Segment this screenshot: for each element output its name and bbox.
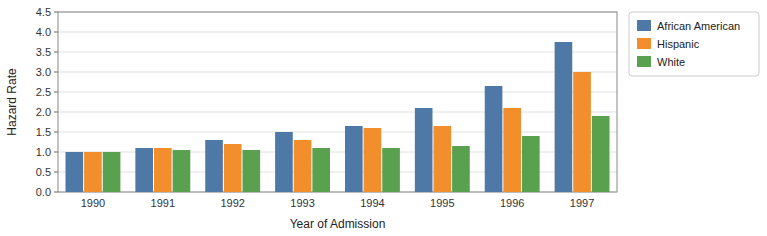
grid-line [58,32,617,33]
bar [84,152,102,192]
y-tick [54,92,58,93]
grid-line [58,132,617,133]
bar [415,108,433,192]
y-tick-label: 3.0 [36,66,51,78]
y-tick-label: 3.5 [36,46,51,58]
chart-container: 0.0 0.5 1.0 1.5 2.0 2.5 3.0 3.5 4.0 4.5 1990 1991 19… [0,0,767,236]
y-tick-label: 0.5 [36,166,51,178]
bar [382,148,400,192]
y-tick [54,12,58,13]
y-tick-label: 0.0 [36,186,51,198]
bar [452,146,470,192]
bar [555,42,573,192]
y-tick [54,72,58,73]
x-tick-label: 1993 [290,197,314,209]
grid-line [58,72,617,73]
axes: 0.0 0.5 1.0 1.5 2.0 2.5 3.0 3.5 4.0 4.5 1990 1991 19… [36,6,617,209]
y-axis-label: Hazard Rate [5,68,19,136]
bar [485,86,503,192]
bar [243,150,261,192]
bar [312,148,330,192]
y-tick [54,152,58,153]
legend-swatch [637,56,651,67]
y-tick [54,52,58,53]
x-tick-label: 1995 [430,197,454,209]
x-tick-label: 1994 [360,197,384,209]
bar [65,152,83,192]
legend-swatch [637,38,651,49]
bar [205,140,223,192]
chart-svg: 0.0 0.5 1.0 1.5 2.0 2.5 3.0 3.5 4.0 4.5 1990 1991 19… [0,0,767,236]
grid-line [58,52,617,53]
x-tick-label: 1991 [151,197,175,209]
y-tick [54,32,58,33]
y-tick-label: 2.5 [36,86,51,98]
y-tick-label: 4.5 [36,6,51,18]
x-tick-label: 1996 [500,197,524,209]
legend-label: Hispanic [657,38,700,50]
x-tick-label: 1990 [81,197,105,209]
x-axis-label: Year of Admission [290,217,386,231]
y-tick [54,192,58,193]
y-tick [54,112,58,113]
legend-label: White [657,56,685,68]
bar [364,128,382,192]
y-tick [54,132,58,133]
plot-frame [58,12,617,192]
legend-swatch [637,20,651,31]
bar [173,150,191,192]
x-tick-label: 1992 [220,197,244,209]
bars [65,42,609,192]
y-tick-label: 2.0 [36,106,51,118]
x-tick-label: 1997 [570,197,594,209]
grid [58,12,617,192]
bar [345,126,363,192]
y-tick-label: 1.5 [36,126,51,138]
bar [135,148,153,192]
legend-frame [629,12,759,76]
grid-line [58,92,617,93]
bar [433,126,451,192]
grid-line [58,112,617,113]
bar [224,144,242,192]
bar [154,148,172,192]
bar [103,152,121,192]
y-tick [54,172,58,173]
y-tick-label: 1.0 [36,146,51,158]
bar [503,108,521,192]
bar [573,72,591,192]
y-tick-label: 4.0 [36,26,51,38]
legend: African American Hispanic White [629,12,759,76]
bar [294,140,312,192]
legend-label: African American [657,20,740,32]
bar [522,136,540,192]
bar [592,116,610,192]
bar [275,132,293,192]
